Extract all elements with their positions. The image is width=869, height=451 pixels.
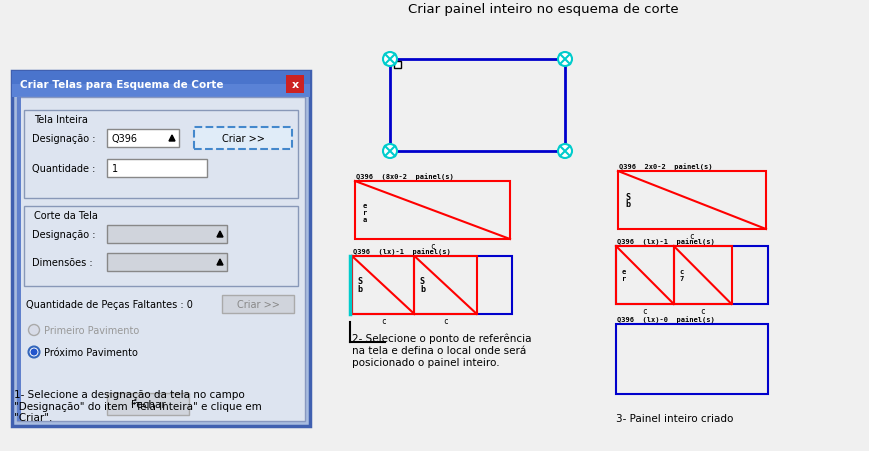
Bar bbox=[352, 257, 512, 314]
Text: b: b bbox=[420, 285, 424, 294]
Text: Próximo Pavimento: Próximo Pavimento bbox=[44, 347, 137, 357]
Circle shape bbox=[382, 53, 396, 67]
Text: Q396  (8x0-2  painel(s): Q396 (8x0-2 painel(s) bbox=[355, 173, 454, 179]
Text: c: c bbox=[443, 316, 448, 325]
Bar bbox=[107, 226, 227, 244]
Text: c: c bbox=[700, 306, 704, 315]
Text: c: c bbox=[679, 268, 683, 274]
Text: 3- Painel inteiro criado: 3- Painel inteiro criado bbox=[615, 413, 733, 423]
Circle shape bbox=[30, 349, 37, 356]
Bar bbox=[355, 182, 509, 239]
Text: Criar painel inteiro no esquema de corte: Criar painel inteiro no esquema de corte bbox=[408, 4, 678, 17]
Text: Quantidade :: Quantidade : bbox=[32, 164, 96, 174]
Bar bbox=[107, 393, 189, 415]
Bar bbox=[12, 85, 309, 98]
Text: e: e bbox=[621, 268, 626, 274]
Text: Dimensões :: Dimensões : bbox=[32, 258, 92, 267]
Bar bbox=[107, 130, 179, 147]
Bar bbox=[673, 246, 731, 304]
Text: Criar Telas para Esquema de Corte: Criar Telas para Esquema de Corte bbox=[20, 80, 223, 90]
Text: c: c bbox=[642, 306, 647, 315]
Text: Corte da Tela: Corte da Tela bbox=[34, 211, 98, 221]
Text: Q396  2x0-2  painel(s): Q396 2x0-2 painel(s) bbox=[618, 163, 712, 170]
Text: 7: 7 bbox=[679, 276, 683, 281]
Circle shape bbox=[382, 145, 396, 159]
Text: Primeiro Pavimento: Primeiro Pavimento bbox=[44, 325, 139, 335]
Text: 1- Selecione a designação da tela no campo
"Designação" do item "Tela Inteira" e: 1- Selecione a designação da tela no cam… bbox=[14, 389, 262, 422]
Text: Q396: Q396 bbox=[112, 133, 138, 144]
Bar bbox=[615, 246, 673, 304]
Text: c: c bbox=[381, 316, 385, 325]
Circle shape bbox=[557, 145, 571, 159]
Circle shape bbox=[557, 53, 571, 67]
Bar bbox=[615, 246, 767, 304]
Text: b: b bbox=[625, 200, 630, 209]
Text: c: c bbox=[689, 231, 693, 240]
Text: S: S bbox=[420, 277, 424, 286]
Text: r: r bbox=[621, 276, 626, 281]
Text: Tela Inteira: Tela Inteira bbox=[34, 115, 88, 125]
Bar bbox=[24, 111, 298, 198]
Polygon shape bbox=[216, 259, 222, 265]
Text: r: r bbox=[362, 210, 367, 216]
Text: c: c bbox=[429, 241, 434, 250]
Text: 2- Selecione o ponto de referência
na tela e defina o local onde será
posicionad: 2- Selecione o ponto de referência na te… bbox=[352, 333, 531, 367]
Bar bbox=[107, 253, 227, 272]
Polygon shape bbox=[216, 231, 222, 238]
Text: Q396  (lx)-1  painel(s): Q396 (lx)-1 painel(s) bbox=[616, 238, 714, 244]
Text: Designação :: Designação : bbox=[32, 133, 96, 144]
Text: b: b bbox=[357, 285, 362, 294]
Bar bbox=[17, 98, 21, 421]
Bar bbox=[617, 172, 765, 230]
Bar bbox=[615, 324, 767, 394]
Bar bbox=[414, 257, 476, 314]
Bar bbox=[352, 257, 414, 314]
Bar bbox=[194, 128, 292, 150]
Text: 1: 1 bbox=[112, 164, 118, 174]
Bar bbox=[107, 160, 207, 178]
Text: Q396  (lx)-0  painel(s): Q396 (lx)-0 painel(s) bbox=[616, 315, 714, 322]
Text: x: x bbox=[291, 80, 298, 90]
Text: Criar >>: Criar >> bbox=[222, 133, 264, 144]
Text: S: S bbox=[625, 193, 630, 202]
Text: Q396  (lx)-1  painel(s): Q396 (lx)-1 painel(s) bbox=[353, 248, 450, 254]
Text: Designação :: Designação : bbox=[32, 230, 96, 239]
Bar bbox=[14, 74, 312, 428]
Bar bbox=[222, 295, 294, 313]
Circle shape bbox=[29, 347, 39, 358]
Text: S: S bbox=[357, 277, 362, 286]
Bar bbox=[389, 60, 564, 152]
Text: a: a bbox=[362, 216, 367, 222]
Bar bbox=[12, 72, 309, 98]
Text: Fechar: Fechar bbox=[130, 399, 165, 409]
Bar bbox=[286, 76, 303, 94]
Bar bbox=[17, 98, 305, 421]
Text: Quantidade de Peças Faltantes : 0: Quantidade de Peças Faltantes : 0 bbox=[26, 299, 193, 309]
Bar bbox=[12, 72, 309, 426]
Bar bbox=[24, 207, 298, 286]
Text: Criar >>: Criar >> bbox=[236, 299, 279, 309]
Circle shape bbox=[29, 325, 39, 336]
Polygon shape bbox=[169, 136, 175, 142]
Bar bbox=[394, 62, 401, 69]
Text: e: e bbox=[362, 202, 367, 208]
